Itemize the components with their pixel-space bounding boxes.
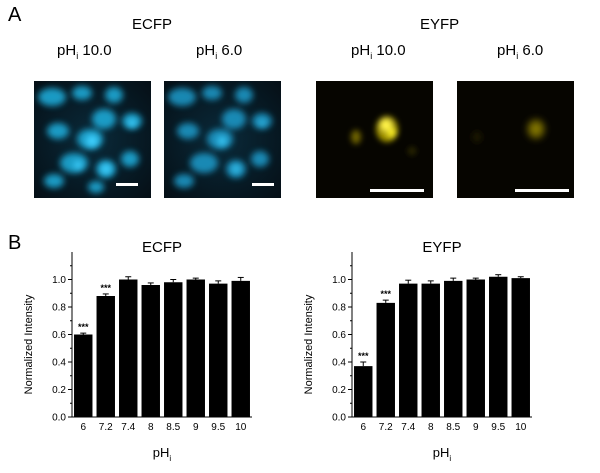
bar-8 (421, 283, 440, 417)
eyfp-bar-chart: EYFP Normalized Intensity 0.0 0.2 0.4 0.6 0.8 1… (303, 239, 532, 463)
x-tick-label: 10 (235, 422, 247, 433)
y-tick-label: 0.2 (52, 385, 66, 396)
chart-title: EYFP (422, 239, 461, 256)
significance-label: *** (358, 351, 369, 361)
significance-label: *** (100, 283, 111, 293)
bar-10 (511, 278, 530, 417)
y-tick-label: 1.0 (332, 275, 346, 286)
panel-letter-b: B (8, 232, 22, 254)
x-axis-label: pHi (153, 445, 172, 463)
x-tick-label: 8 (148, 422, 154, 433)
bar-7.4 (119, 279, 138, 417)
bar-8 (141, 285, 160, 417)
x-tick-label: 7.4 (121, 422, 135, 433)
chart-title: ECFP (142, 239, 182, 256)
scale-bar (515, 189, 569, 192)
y-axis-label: Normalized Intensity (23, 294, 35, 394)
eyfp-micrograph-ph10 (316, 81, 433, 198)
x-tick-label: 10 (515, 422, 527, 433)
x-tick-label: 8.5 (446, 422, 460, 433)
x-tick-label: 7.2 (99, 422, 113, 433)
bar-9.5 (209, 283, 228, 417)
ecfp-micrograph-ph10 (34, 81, 151, 198)
scale-bar (252, 183, 274, 186)
bar-9.5 (489, 276, 508, 417)
x-tick-label: 7.4 (401, 422, 415, 433)
scale-bar (116, 183, 138, 186)
x-tick-label: 9.5 (211, 422, 225, 433)
eyfp-micrograph-ph6 (457, 81, 574, 198)
bar-7.2 (376, 302, 395, 417)
bar-6 (74, 334, 93, 417)
y-tick-label: 0.2 (332, 385, 346, 396)
y-tick-label: 0.6 (52, 330, 66, 341)
x-tick-label: 7.2 (379, 422, 393, 433)
bar-8.5 (164, 282, 183, 417)
y-tick-label: 0.0 (52, 413, 66, 424)
ecfp-title: ECFP (132, 16, 173, 33)
bar-9 (186, 279, 205, 417)
scale-bar (370, 189, 424, 192)
x-tick-label: 9.5 (491, 422, 505, 433)
x-axis-label: pHi (433, 445, 452, 463)
significance-label: *** (380, 289, 391, 299)
ecfp-micrograph-ph6 (164, 81, 281, 198)
eyfp-title: EYFP (420, 16, 460, 33)
x-tick-label: 9 (193, 422, 199, 433)
y-tick-label: 0.8 (52, 303, 66, 314)
x-tick-label: 8.5 (166, 422, 180, 433)
bar-7.2 (96, 296, 115, 417)
bar-8.5 (444, 280, 463, 417)
bar-9 (466, 279, 485, 417)
y-tick-label: 0.0 (332, 413, 346, 424)
x-tick-label: 6 (80, 422, 86, 433)
y-tick-label: 0.4 (332, 358, 346, 369)
ecfp-bar-chart: ECFP Normalized Intensity 0.0 0.2 0.4 0.6 0.8 1… (23, 239, 252, 463)
bar-6 (354, 366, 373, 417)
y-tick-label: 0.6 (332, 330, 346, 341)
bar-7.4 (399, 283, 418, 417)
bar-10 (231, 280, 250, 417)
x-tick-label: 8 (428, 422, 434, 433)
ecfp-image-2-label: pHi 6.0 (196, 42, 243, 61)
y-axis-label: Normalized Intensity (303, 294, 315, 394)
x-tick-label: 9 (473, 422, 479, 433)
y-tick-label: 1.0 (52, 275, 66, 286)
x-tick-label: 6 (360, 422, 366, 433)
y-tick-label: 0.8 (332, 303, 346, 314)
eyfp-image-2-label: pHi 6.0 (497, 42, 544, 61)
panel-letter-a: A (8, 4, 22, 26)
ecfp-image-1-label: pHi 10.0 (57, 42, 112, 61)
eyfp-image-1-label: pHi 10.0 (351, 42, 406, 61)
y-tick-label: 0.4 (52, 358, 66, 369)
significance-label: *** (78, 322, 89, 332)
